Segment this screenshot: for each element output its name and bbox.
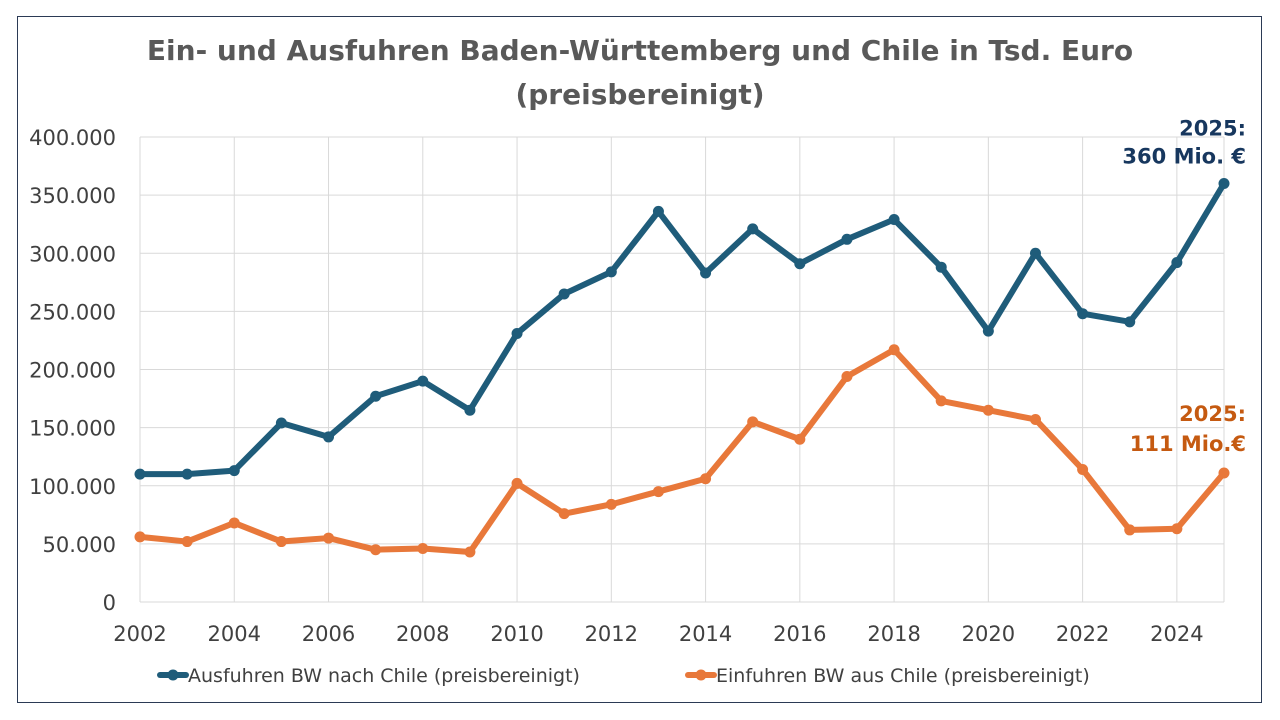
annotation-year: 2025: xyxy=(1179,117,1246,141)
y-tick-label: 400.000 xyxy=(29,126,116,150)
data-point xyxy=(134,468,146,480)
data-point xyxy=(323,431,335,443)
x-axis-ticks: 2002 2004 2006 2008 2010 2012 2014 2016 2018 2020… xyxy=(113,622,1203,646)
y-axis-ticks: 0 50.000 100.000 150.000 200.000 250.000 300.0… xyxy=(29,126,116,615)
data-point xyxy=(181,536,193,548)
x-tick-label: 2018 xyxy=(867,622,920,646)
data-point xyxy=(370,544,382,556)
x-tick-label: 2002 xyxy=(113,622,166,646)
x-tick-label: 2020 xyxy=(962,622,1015,646)
legend-swatch-marker xyxy=(167,669,179,681)
data-point xyxy=(275,536,287,548)
x-tick-label: 2016 xyxy=(773,622,826,646)
x-tick-label: 2008 xyxy=(396,622,449,646)
x-tick-label: 2004 xyxy=(208,622,261,646)
data-point xyxy=(1218,178,1230,189)
data-point xyxy=(181,468,193,480)
legend-label: Ausfuhren BW nach Chile (preisbereinigt) xyxy=(188,665,580,687)
data-point xyxy=(1077,463,1089,475)
data-point xyxy=(888,344,900,356)
y-tick-label: 300.000 xyxy=(29,242,116,266)
chart-subtitle: (preisbereinigt) xyxy=(515,78,765,111)
data-point xyxy=(982,325,994,337)
data-point xyxy=(935,261,947,273)
x-tick-label: 2006 xyxy=(302,622,355,646)
data-point xyxy=(511,477,523,489)
data-point xyxy=(323,532,335,544)
annotations: 2025: 360 Mio. € 2025: 111 Mio.€ xyxy=(1122,117,1246,456)
data-point xyxy=(417,375,429,387)
data-point xyxy=(982,404,994,416)
y-tick-label: 350.000 xyxy=(29,184,116,208)
grid xyxy=(139,136,1225,603)
legend-swatch-marker xyxy=(695,669,707,681)
data-point xyxy=(605,498,617,510)
data-point xyxy=(605,266,617,278)
x-tick-label: 2012 xyxy=(585,622,638,646)
y-tick-label: 150.000 xyxy=(29,417,116,441)
data-point xyxy=(134,531,146,543)
data-point xyxy=(841,233,853,245)
data-point xyxy=(935,395,947,407)
x-tick-label: 2010 xyxy=(490,622,543,646)
y-tick-label: 50.000 xyxy=(43,533,116,557)
data-point xyxy=(1077,308,1089,320)
data-point xyxy=(652,486,664,498)
data-point xyxy=(228,517,240,529)
data-point xyxy=(1029,247,1041,259)
x-tick-label: 2024 xyxy=(1150,622,1203,646)
y-tick-label: 200.000 xyxy=(29,359,116,383)
data-point xyxy=(1171,257,1183,269)
chart-frame xyxy=(17,16,1262,703)
data-point xyxy=(1171,523,1183,535)
x-tick-label: 2022 xyxy=(1056,622,1109,646)
data-point xyxy=(464,404,476,416)
chart-title: Ein- und Ausfuhren Baden-Württemberg und… xyxy=(146,34,1134,67)
data-point xyxy=(558,508,570,520)
annotation-year: 2025: xyxy=(1179,402,1246,426)
series-lines xyxy=(134,178,1230,558)
y-tick-label: 250.000 xyxy=(29,300,116,324)
series-line xyxy=(137,346,1227,556)
annotation-value: 360 Mio. € xyxy=(1122,145,1246,169)
data-point xyxy=(700,267,712,279)
series-line xyxy=(137,180,1227,478)
data-point xyxy=(794,433,806,445)
data-point xyxy=(841,370,853,382)
y-tick-label: 100.000 xyxy=(29,475,116,499)
data-point xyxy=(700,473,712,485)
data-point xyxy=(747,223,759,235)
legend: Ausfuhren BW nach Chile (preisbereinigt)… xyxy=(157,665,1090,687)
data-point xyxy=(1218,467,1230,479)
data-point xyxy=(464,546,476,558)
data-point xyxy=(747,416,759,428)
data-point xyxy=(652,205,664,217)
data-point xyxy=(370,390,382,402)
legend-label: Einfuhren BW aus Chile (preisbereinigt) xyxy=(716,665,1090,687)
data-point xyxy=(794,258,806,270)
annotation-value: 111 Mio.€ xyxy=(1130,432,1246,456)
data-point xyxy=(558,288,570,300)
data-point xyxy=(1124,316,1136,328)
x-tick-label: 2014 xyxy=(679,622,732,646)
y-tick-label: 0 xyxy=(103,591,116,615)
data-point xyxy=(228,465,240,477)
data-point xyxy=(1029,413,1041,425)
data-point xyxy=(1124,524,1136,536)
data-point xyxy=(888,214,900,226)
data-point xyxy=(417,543,429,555)
data-point xyxy=(275,417,287,429)
data-point xyxy=(511,327,523,339)
